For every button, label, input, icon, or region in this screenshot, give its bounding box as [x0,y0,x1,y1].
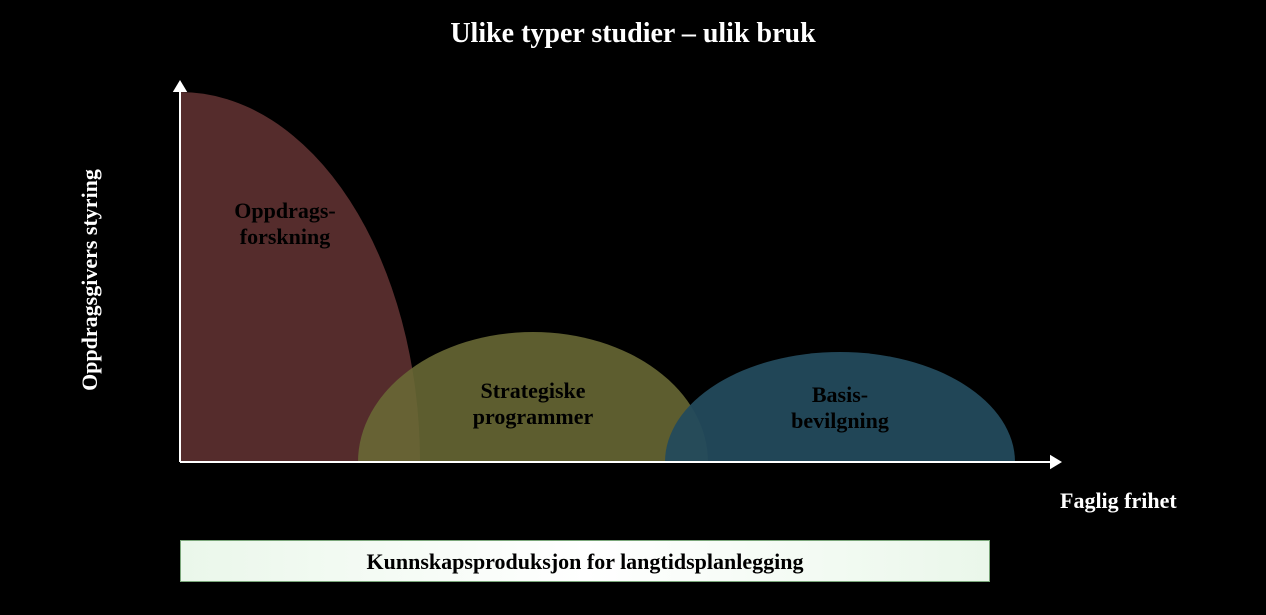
shape-label-strategiske: Strategiske programmer [413,378,653,431]
shape-label-oppdrags-l1: Oppdrags- [234,198,335,223]
y-axis-label: Oppdragsgivers styring [77,169,103,391]
shape-label-basis: Basis- bevilgning [720,382,960,435]
diagram-stage: Ulike typer studier – ulik bruk Oppdrags… [0,0,1266,615]
shape-label-basis-l1: Basis- [812,382,868,407]
shape-label-oppdrags: Oppdrags- forskning [165,198,405,251]
footer-bar: Kunnskapsproduksjon for langtidsplanlegg… [180,540,990,582]
shape-label-oppdrags-l2: forskning [240,224,330,249]
shape-label-basis-l2: bevilgning [791,408,889,433]
chart-svg [0,0,1266,615]
shape-label-strategiske-l1: Strategiske [480,378,585,403]
x-axis-label: Faglig frihet [1060,488,1177,514]
shape-label-strategiske-l2: programmer [473,404,594,429]
